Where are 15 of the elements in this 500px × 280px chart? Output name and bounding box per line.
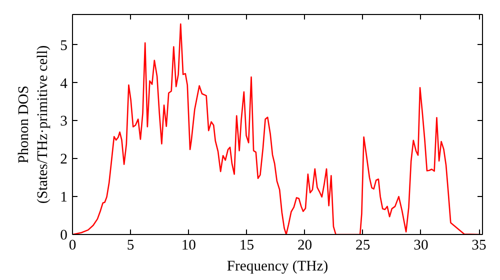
y-tick-label: 3 (60, 114, 68, 130)
x-axis-title: Frequency (THz) (226, 258, 328, 274)
x-tick-label: 25 (356, 238, 370, 254)
y-tick-label: 0 (60, 228, 68, 244)
x-tick-label: 20 (297, 238, 312, 254)
x-tick-label: 35 (472, 238, 486, 254)
y-axis-title: Phonon DOS (States/THz·primitive cell) (16, 45, 52, 204)
y-tick-label: 1 (60, 190, 68, 206)
x-tick-label: 30 (414, 238, 428, 254)
x-tick-label: 5 (126, 238, 134, 254)
y-tick-label: 4 (60, 76, 68, 92)
y-tick-label: 5 (60, 38, 68, 54)
y-tick-label: 2 (60, 152, 68, 168)
x-tick-label: 10 (181, 238, 196, 254)
x-tick-label: 15 (239, 238, 254, 254)
